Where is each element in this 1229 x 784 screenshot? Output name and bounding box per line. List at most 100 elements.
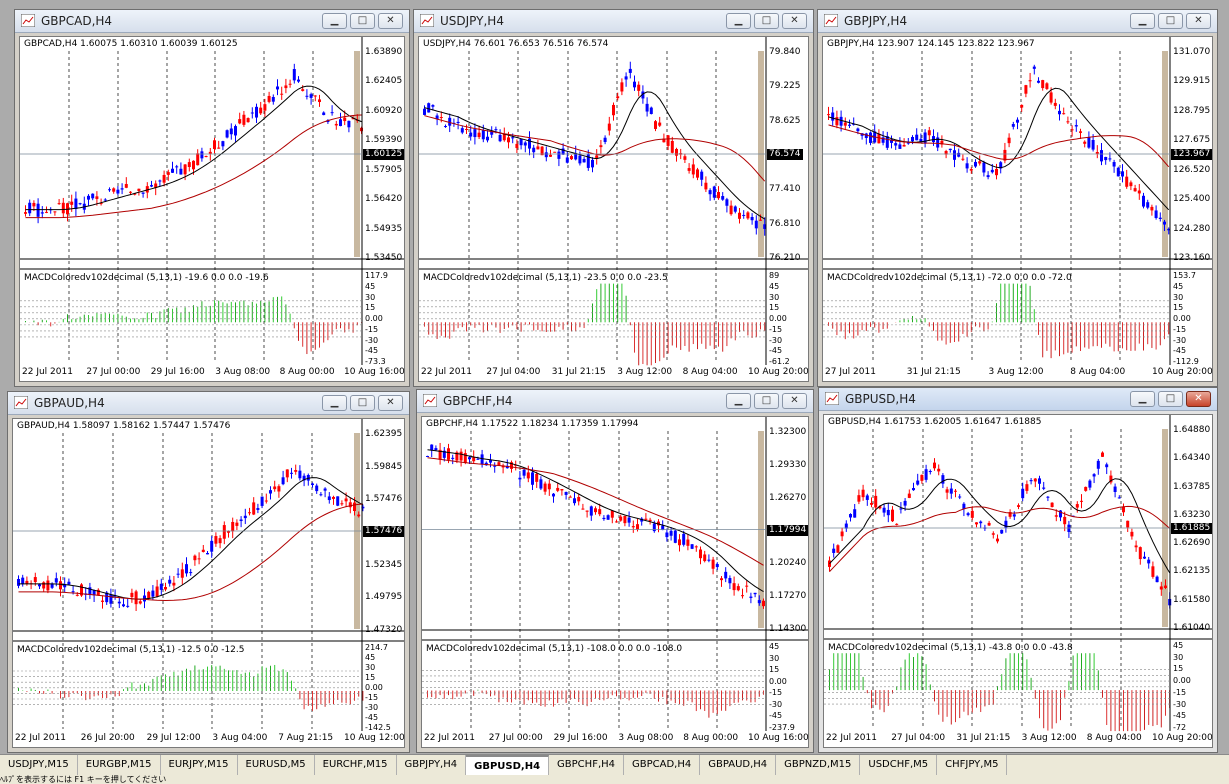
- price-axis-label: 1.20240: [769, 558, 807, 569]
- close-button[interactable]: ✕: [378, 395, 403, 411]
- time-axis-label: 3 Aug 12:00: [1021, 733, 1077, 743]
- chart-window-usdjpy[interactable]: USDJPY,H4 ▁ □ ✕ USDJPY,H4 76.601 76.653 …: [413, 9, 814, 387]
- price-axis-label: 128.795: [1173, 105, 1211, 116]
- time-axis-label: 3 Aug 08:00: [618, 733, 674, 743]
- price-chart-svg: [422, 417, 808, 731]
- window-titlebar[interactable]: GBPAUD,H4 ▁ □ ✕: [8, 392, 409, 415]
- tab-eurjpy-m15[interactable]: EURJPY,M15: [161, 755, 238, 775]
- price-axis-label: 1.62135: [1173, 566, 1211, 577]
- minimize-button[interactable]: ▁: [322, 13, 347, 29]
- close-button[interactable]: ✕: [378, 13, 403, 29]
- macd-axis-label: -15: [1173, 687, 1187, 697]
- window-titlebar[interactable]: GBPUSD,H4 ▁ □ ✕: [819, 388, 1217, 411]
- tab-usdjpy-m15[interactable]: USDJPY,M15: [0, 755, 78, 775]
- chart-window-icon: [825, 392, 839, 405]
- macd-axis-label: 30: [769, 292, 780, 302]
- tab-chfjpy-m5[interactable]: CHFJPY,M5: [937, 755, 1008, 775]
- close-button[interactable]: ✕: [1186, 391, 1211, 407]
- chart-window-gbpjpy[interactable]: GBPJPY,H4 ▁ □ ✕ GBPJPY,H4 123.907 124.14…: [817, 9, 1218, 387]
- window-title: GBPCHF,H4: [443, 394, 513, 408]
- close-button[interactable]: ✕: [782, 393, 807, 409]
- macd-axis-label: 30: [769, 653, 780, 663]
- chart-area[interactable]: GBPAUD,H4 1.58097 1.58162 1.57447 1.5747…: [12, 418, 405, 748]
- macd-axis-label: 30: [1173, 652, 1184, 662]
- tab-gbpjpy-h4[interactable]: GBPJPY,H4: [397, 755, 467, 775]
- tab-gbpchf-h4[interactable]: GBPCHF,H4: [549, 755, 625, 775]
- window-titlebar[interactable]: GBPCHF,H4 ▁ □ ✕: [417, 390, 813, 413]
- maximize-button[interactable]: □: [1158, 13, 1183, 29]
- macd-indicator-label: MACDColoredv102decimal (5,13,1) -19.6 0.…: [24, 273, 269, 283]
- tab-eurgbp-m15[interactable]: EURGBP,M15: [78, 755, 161, 775]
- tab-gbpcad-h4[interactable]: GBPCAD,H4: [624, 755, 701, 775]
- price-axis-label: 1.32300: [769, 427, 807, 437]
- macd-axis-label: -30: [365, 703, 379, 712]
- macd-axis-label: 45: [769, 642, 780, 651]
- price-axis-label: 1.14300: [769, 624, 807, 634]
- time-axis-label: 31 Jul 21:15: [551, 367, 606, 377]
- macd-axis-label: 214.7: [365, 643, 388, 652]
- time-axis-label: 27 Jul 00:00: [488, 733, 543, 743]
- chart-window-gbpcad[interactable]: GBPCAD,H4 ▁ □ ✕ GBPCAD,H4 1.60075 1.6031…: [14, 9, 410, 387]
- chart-area[interactable]: GBPCAD,H4 1.60075 1.60310 1.60039 1.6012…: [19, 36, 405, 382]
- tab-eurusd-m5[interactable]: EURUSD,M5: [238, 755, 315, 775]
- chart-window-gbpchf[interactable]: GBPCHF,H4 ▁ □ ✕ GBPCHF,H4 1.17522 1.1823…: [416, 389, 814, 753]
- chart-area[interactable]: GBPCHF,H4 1.17522 1.18234 1.17359 1.1799…: [421, 416, 809, 748]
- tab-gbpnzd-m15[interactable]: GBPNZD,M15: [776, 755, 861, 775]
- price-axis-label: 1.63230: [1173, 509, 1211, 520]
- window-titlebar[interactable]: GBPCAD,H4 ▁ □ ✕: [15, 10, 409, 33]
- chart-window-icon: [824, 14, 838, 27]
- maximize-button[interactable]: □: [350, 13, 375, 29]
- minimize-button[interactable]: ▁: [1130, 391, 1155, 407]
- chart-area[interactable]: USDJPY,H4 76.601 76.653 76.516 76.574 79.…: [418, 36, 809, 382]
- window-titlebar[interactable]: USDJPY,H4 ▁ □ ✕: [414, 10, 813, 33]
- macd-axis-label: 15: [365, 673, 376, 682]
- maximize-button[interactable]: □: [1158, 391, 1183, 407]
- minimize-button[interactable]: ▁: [322, 395, 347, 411]
- window-title: GBPAUD,H4: [34, 396, 105, 410]
- macd-axis-label: -45: [365, 346, 379, 356]
- macd-axis-label: -30: [365, 335, 379, 345]
- price-axis-label: 78.625: [769, 115, 801, 126]
- window-titlebar[interactable]: GBPJPY,H4 ▁ □ ✕: [818, 10, 1217, 33]
- chart-window-gbpaud[interactable]: GBPAUD,H4 ▁ □ ✕ GBPAUD,H4 1.58097 1.5816…: [7, 391, 410, 753]
- maximize-button[interactable]: □: [754, 393, 779, 409]
- maximize-button[interactable]: □: [350, 395, 375, 411]
- price-axis-label: 1.63890: [365, 47, 403, 57]
- macd-axis-label: -72: [1173, 723, 1187, 732]
- price-axis-label: 77.410: [769, 184, 801, 195]
- macd-axis-label: 45: [365, 653, 376, 662]
- time-axis-label: 3 Aug 12:00: [617, 367, 673, 377]
- chart-window-gbpusd[interactable]: GBPUSD,H4 ▁ □ ✕ GBPUSD,H4 1.61753 1.6200…: [818, 387, 1218, 753]
- time-axis-label: 26 Jul 20:00: [80, 733, 135, 743]
- price-axis-label: 1.59390: [365, 135, 403, 146]
- macd-axis-label: 117.9: [365, 271, 388, 280]
- time-axis-label: 27 Jul 04:00: [486, 367, 541, 377]
- minimize-button[interactable]: ▁: [726, 13, 751, 29]
- chart-area[interactable]: GBPUSD,H4 1.61753 1.62005 1.61647 1.6188…: [823, 414, 1213, 748]
- macd-axis-label: 0.00: [769, 676, 787, 686]
- close-button[interactable]: ✕: [1186, 13, 1211, 29]
- macd-axis-label: -61.2: [769, 357, 790, 366]
- tab-usdchf-m5[interactable]: USDCHF,M5: [860, 755, 938, 775]
- tab-gbpaud-h4[interactable]: GBPAUD,H4: [700, 755, 777, 775]
- time-axis-label: 8 Aug 04:00: [1086, 733, 1142, 743]
- macd-axis-label: 45: [769, 281, 780, 291]
- time-axis-label: 8 Aug 00:00: [279, 367, 335, 377]
- tab-gbpusd-h4[interactable]: GBPUSD,H4: [466, 755, 550, 775]
- macd-axis-label: -15: [365, 324, 379, 334]
- current-price-badge: 123.967: [1171, 149, 1213, 160]
- macd-axis-label: -45: [1173, 346, 1187, 356]
- price-axis-label: 1.53450: [365, 253, 403, 263]
- macd-axis-label: 30: [365, 292, 376, 302]
- close-button[interactable]: ✕: [782, 13, 807, 29]
- macd-axis-label: 30: [365, 663, 376, 672]
- minimize-button[interactable]: ▁: [1130, 13, 1155, 29]
- maximize-button[interactable]: □: [754, 13, 779, 29]
- price-axis-label: 1.56420: [365, 194, 403, 205]
- time-axis-label: 27 Jul 00:00: [86, 367, 141, 377]
- tab-eurchf-m15[interactable]: EURCHF,M15: [315, 755, 397, 775]
- time-axis-label: 10 Aug 16:00: [748, 733, 809, 743]
- minimize-button[interactable]: ▁: [726, 393, 751, 409]
- chart-area[interactable]: GBPJPY,H4 123.907 124.145 123.822 123.96…: [822, 36, 1213, 382]
- macd-axis-label: -30: [769, 699, 783, 709]
